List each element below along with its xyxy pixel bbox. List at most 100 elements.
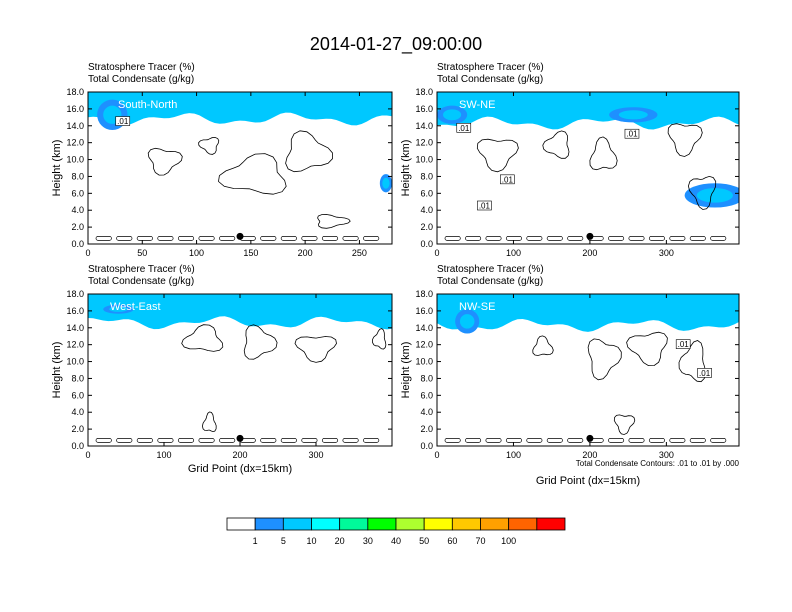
colorbar-box [480,517,510,531]
x-tick-label: 200 [298,248,313,258]
tracer-lobe-core [459,314,475,329]
colorbar-label: 1 [253,536,258,546]
x-tick-label: 200 [582,248,597,258]
low-cloud-contour [689,236,706,241]
low-cloud-contour [260,236,277,241]
condensate-contour [198,136,220,155]
panel-subtitle-tracer: Stratosphere Tracer (%) [88,264,195,275]
x-tick-label: 250 [352,248,367,258]
low-cloud-contour [648,236,665,241]
x-tick-label: 200 [232,450,247,460]
tracer-band [88,92,392,126]
low-cloud-contour [342,438,359,443]
plot-frame [436,91,740,245]
y-tick-label: 6.0 [71,390,84,400]
y-tick-label: 2.0 [71,222,84,232]
x-tick-label: 50 [137,248,147,258]
contour-label: .01 [678,340,690,349]
colorbar-box [423,517,453,531]
contour-label-box [456,123,472,133]
panel-subtitle-condensate: Total Condensate (g/kg) [437,276,543,287]
y-tick-label: 14.0 [415,323,433,333]
low-cloud-contour [280,438,297,443]
low-cloud-contour [669,438,686,443]
condensate-contour [542,130,570,159]
colorbar-label: 30 [363,536,373,546]
tracer-band [437,294,739,332]
low-cloud-contour [116,236,133,241]
x-axis-label: Grid Point (dx=15km) [188,463,292,475]
x-tick-label: 300 [308,450,323,460]
low-cloud-contour [608,236,625,241]
x-axis-label: Grid Point (dx=15km) [536,475,640,487]
colorbar-box [339,517,369,531]
y-tick-label: 18.0 [66,87,84,97]
low-cloud-contour [157,236,174,241]
colorbar-box [508,517,538,531]
location-marker [586,434,594,442]
colorbar-label: 5 [281,536,286,546]
colorbar-box [395,517,425,531]
low-cloud-contour [363,438,380,443]
low-cloud-contour [608,438,625,443]
low-cloud-contour [95,438,112,443]
x-tick-label: 100 [189,248,204,258]
condensate-contour [678,340,706,383]
contour-label-box [624,128,640,139]
x-tick-label: 150 [243,248,258,258]
contour-label: .01 [699,369,711,378]
contour-label: .01 [117,117,129,126]
colorbar-label: 20 [335,536,345,546]
condensate-contour [626,331,668,367]
low-cloud-contour [628,438,645,443]
y-tick-label: 16.0 [415,306,433,316]
colorbar-box [254,517,284,531]
low-cloud-contour [260,438,277,443]
low-cloud-contour [546,236,563,241]
y-tick-label: 6.0 [420,188,433,198]
low-cloud-contour [444,236,461,241]
low-cloud-contour [321,236,339,241]
section-label: West-East [110,301,161,313]
location-marker [236,434,244,442]
contour-label-box [500,174,515,185]
low-cloud-contour [526,236,543,241]
y-tick-label: 16.0 [66,104,84,114]
panels: Stratosphere Tracer (%) Total Condensate … [51,62,740,487]
panel-west-east: Stratosphere Tracer (%)Total Condensate … [51,264,393,475]
colorbar-box [311,517,341,531]
y-axis-label: Height (km) [51,140,63,197]
condensate-contour [285,130,333,173]
low-cloud-contour [219,236,236,241]
low-cloud-contour [136,438,153,443]
y-tick-label: 2.0 [420,424,433,434]
y-tick-label: 4.0 [420,205,433,215]
location-marker [236,232,244,240]
x-tick-label: 100 [506,248,521,258]
y-tick-label: 4.0 [420,407,433,417]
tracer-band [88,294,392,330]
y-tick-label: 10.0 [66,155,84,165]
y-axis-label: Height (km) [400,140,412,197]
y-tick-label: 4.0 [71,407,84,417]
y-tick-label: 12.0 [66,138,84,148]
low-cloud-contour [444,438,461,443]
condensate-contour [201,411,217,433]
tracer-band [437,92,739,130]
y-tick-label: 8.0 [71,171,84,181]
y-tick-label: 18.0 [415,289,433,299]
x-tick-label: 300 [659,450,674,460]
y-tick-label: 10.0 [415,155,433,165]
x-tick-label: 0 [85,450,90,460]
low-cloud-contour [485,236,502,241]
contour-label: .01 [458,124,470,133]
condensate-contour [476,138,519,173]
low-cloud-contour [301,236,318,241]
y-tick-label: 12.0 [66,340,84,350]
contour-note: Total Condensate Contours: .01 to .01 by… [576,459,740,468]
condensate-contour [589,136,618,171]
y-tick-label: 8.0 [71,373,84,383]
y-tick-label: 8.0 [420,171,433,181]
low-cloud-contour [465,438,482,443]
